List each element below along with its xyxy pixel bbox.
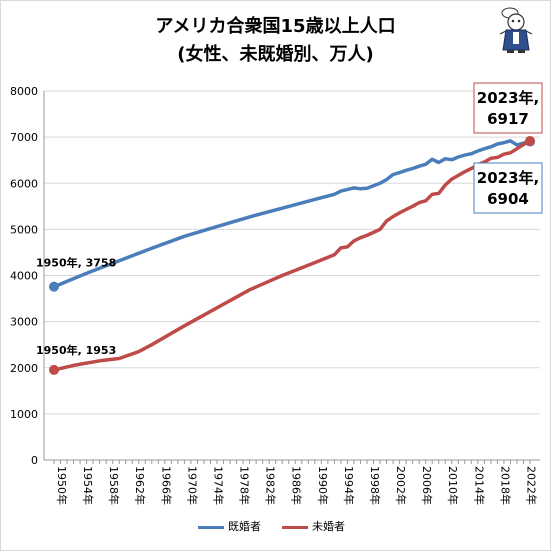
legend-married-swatch: [198, 525, 224, 529]
annotation-unmarried-end: 2023年, 6917: [473, 82, 543, 134]
y-tick-label: 3000: [10, 316, 38, 329]
y-tick-label: 1000: [10, 408, 38, 421]
x-tick-label: 1962年: [133, 466, 147, 505]
annotation-married-end-text: 2023年,: [477, 169, 539, 187]
x-tick-label: 1970年: [185, 466, 199, 505]
x-tick-label: 2002年: [394, 466, 408, 505]
annotation-unmarried-end-box: [473, 82, 543, 134]
x-tick-label: 1974年: [211, 466, 225, 505]
point-married-start: [49, 281, 59, 292]
y-tick-label: 7000: [10, 131, 38, 144]
x-tick-label: 2010年: [446, 466, 460, 505]
y-tick-label: 0: [31, 454, 38, 467]
cartoon-character-icon: [499, 7, 533, 53]
annotation-married-end: 2023年, 6904: [473, 162, 543, 214]
x-tick-label: 1994年: [342, 466, 356, 505]
x-tick-label: 2006年: [420, 466, 434, 505]
x-tick-label: 1950年: [55, 466, 69, 505]
x-tick-label: 1954年: [81, 466, 95, 505]
annotation-married-start: 1950年, 3758: [36, 256, 116, 270]
series-line-married: [53, 139, 531, 289]
chart-subtitle: (女性、未既婚別、万人): [177, 44, 374, 65]
annotation-married-end-text: 6904: [487, 190, 529, 208]
legend-unmarried-label: 未婚者: [312, 520, 345, 533]
point-unmarried-end: [525, 135, 535, 146]
x-tick-label: 1990年: [316, 466, 330, 505]
series-line-unmarried: [53, 139, 531, 372]
point-unmarried-start: [49, 364, 59, 375]
x-tick-label: 1966年: [159, 466, 173, 505]
legend-married: 既婚者: [198, 518, 261, 534]
annotation-unmarried-start: 1950年, 1953: [36, 343, 116, 357]
legend-married-label: 既婚者: [228, 520, 261, 533]
x-tick-label: 2022年: [524, 466, 538, 505]
x-tick-label: 1986年: [290, 466, 304, 505]
y-tick-label: 8000: [10, 85, 38, 98]
y-tick-label: 5000: [10, 223, 38, 236]
x-tick-label: 2018年: [498, 466, 512, 505]
x-tick-label: 1998年: [368, 466, 382, 505]
annotation-unmarried-end-text: 6917: [487, 110, 529, 128]
x-tick-label: 1978年: [238, 466, 252, 505]
y-tick-label: 4000: [10, 270, 38, 283]
x-tick-label: 2014年: [472, 466, 486, 505]
x-tick-label: 1982年: [264, 466, 278, 505]
annotation-unmarried-end-text: 2023年,: [477, 89, 539, 107]
y-tick-label: 2000: [10, 362, 38, 375]
legend-unmarried: 未婚者: [282, 518, 345, 534]
x-tick-label: 1958年: [107, 466, 121, 505]
annotation-married-end-box: [473, 162, 543, 214]
chart-title: アメリカ合衆国15歳以上人口: [155, 16, 396, 37]
legend-unmarried-swatch: [282, 525, 308, 529]
y-tick-label: 6000: [10, 177, 38, 190]
